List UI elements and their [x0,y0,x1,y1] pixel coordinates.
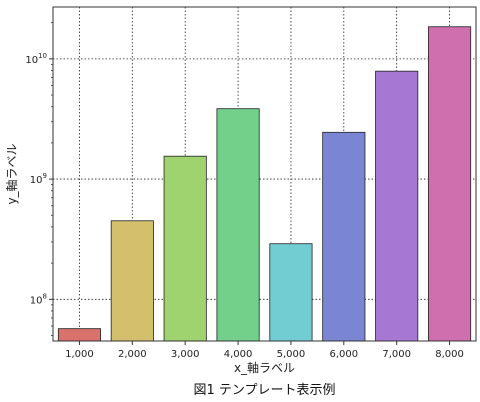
x-axis-label: x_軸ラベル [234,361,295,375]
x-tick-label: 7,000 [382,349,411,360]
bar-4000 [216,108,260,342]
bar-5000 [269,243,313,342]
x-tick-label: 6,000 [329,349,358,360]
bar-1000 [57,328,101,342]
x-tick-label: 2,000 [118,349,147,360]
figure-caption: 図1 テンプレート表示例 [193,383,335,398]
x-tick-labels: 1,000 2,000 3,000 4,000 5,000 6,000 7,000 8,000 [65,341,464,360]
x-tick-label: 1,000 [65,349,94,360]
x-tick-label: 4,000 [224,349,253,360]
bar-7000 [375,70,419,342]
y-tick-label: 108 [30,292,47,306]
x-tick-label: 3,000 [171,349,200,360]
plot-frame [52,6,477,342]
x-tick-label: 8,000 [435,349,464,360]
bar-3000 [163,155,207,342]
x-tick-label: 5,000 [277,349,306,360]
y-tick-label: 109 [30,172,47,186]
bar-2000 [110,220,154,342]
bar-8000 [428,26,472,342]
y-tick-labels: 108 109 1010 [25,22,53,336]
bar-6000 [322,131,366,342]
bars [57,26,472,342]
y-tick-label: 1010 [25,52,47,66]
y-axis-label: y_軸ラベル [5,143,19,204]
